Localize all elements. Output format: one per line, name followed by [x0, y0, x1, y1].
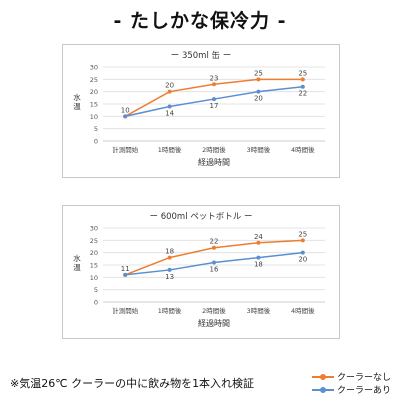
- data-label: 13: [165, 273, 174, 281]
- data-label: 16: [210, 266, 219, 274]
- data-point: [123, 114, 128, 119]
- y-tick-label: 25: [90, 76, 98, 84]
- y-tick-label: 25: [90, 237, 98, 245]
- data-label: 23: [210, 74, 219, 82]
- legend-line-icon: [312, 386, 334, 393]
- chart-title: ー 600ml ペットボトル ー: [150, 212, 253, 222]
- data-point: [300, 84, 305, 89]
- chart-350ml: ー 350ml 缶 ー 0 5 10 15 20 25 30 水温計測開始 1時間後 2時間後 3時間…: [62, 44, 340, 178]
- x-tick-label: 1時間後: [158, 145, 182, 154]
- legend: クーラーなし クーラーあり: [312, 370, 391, 396]
- x-tick-label: 計測開始: [112, 306, 139, 315]
- data-label: 14: [165, 109, 174, 117]
- data-point: [212, 97, 216, 102]
- data-point: [212, 245, 216, 250]
- legend-item-no-cooler: クーラーなし: [312, 370, 391, 383]
- chart-title: ー 350ml 缶 ー: [171, 50, 231, 61]
- x-tick-label: 3時間後: [247, 145, 271, 154]
- data-point: [256, 255, 261, 260]
- data-label: 20: [298, 256, 307, 264]
- chart-600ml: ー 600ml ペットボトル ー 0 5 10 15 20 25 30 水温計測開始 1時間後 2時…: [62, 205, 340, 339]
- x-tick-label: 計測開始: [112, 145, 139, 154]
- data-label: 22: [210, 238, 219, 246]
- y-axis-label: 水温: [73, 253, 81, 272]
- x-tick-label: 2時間後: [202, 145, 226, 154]
- data-point: [167, 89, 172, 94]
- data-label: 25: [298, 69, 307, 77]
- data-label: 24: [254, 233, 263, 241]
- data-point: [123, 272, 128, 277]
- y-tick-label: 30: [90, 64, 98, 72]
- page-title: - たしかな保冷力 -: [113, 10, 287, 32]
- y-tick-label: 10: [90, 274, 98, 282]
- data-point: [300, 250, 305, 255]
- x-tick-label: 4時間後: [291, 306, 315, 315]
- data-label: 18: [254, 261, 263, 269]
- legend-dot-icon: [320, 386, 326, 393]
- legend-dot-icon: [320, 373, 326, 380]
- x-axis-label: 経過時間: [198, 157, 230, 167]
- data-label: 25: [298, 230, 307, 238]
- data-label: 22: [298, 90, 307, 98]
- data-point: [300, 77, 305, 82]
- data-label: 18: [165, 248, 174, 256]
- y-tick-label: 5: [94, 125, 98, 133]
- y-tick-label: 15: [90, 101, 98, 109]
- y-tick-label: 0: [94, 299, 98, 307]
- x-tick-label: 2時間後: [202, 306, 226, 315]
- data-point: [167, 267, 172, 272]
- y-tick-label: 5: [94, 286, 98, 294]
- x-tick-label: 4時間後: [291, 145, 315, 154]
- x-tick-label: 3時間後: [247, 306, 271, 315]
- data-label: 25: [254, 69, 263, 77]
- legend-label: クーラーあり: [337, 386, 392, 396]
- x-axis-label: 経過時間: [198, 318, 230, 328]
- y-tick-label: 10: [90, 113, 98, 121]
- y-tick-label: 0: [94, 138, 98, 146]
- y-axis-label: 水温: [73, 92, 81, 111]
- data-label: 11: [121, 265, 130, 273]
- x-tick-label: 1時間後: [158, 306, 182, 315]
- data-point: [256, 240, 261, 245]
- data-label: 10: [121, 106, 130, 114]
- y-tick-label: 15: [90, 262, 98, 270]
- data-point: [212, 260, 216, 265]
- data-label: 20: [254, 95, 263, 103]
- legend-line-icon: [312, 373, 334, 380]
- data-point: [256, 77, 261, 82]
- data-label: 20: [165, 82, 174, 90]
- legend-item-with-cooler: クーラーあり: [312, 383, 391, 396]
- data-point: [167, 255, 172, 260]
- y-tick-label: 20: [90, 249, 98, 257]
- data-point: [300, 238, 305, 243]
- footnote: ※気温26℃ クーラーの中に飲み物を1本入れ検証: [10, 377, 255, 390]
- y-tick-label: 20: [90, 88, 98, 96]
- data-label: 17: [210, 102, 219, 110]
- data-point: [212, 82, 216, 87]
- data-point: [256, 89, 261, 94]
- legend-label: クーラーなし: [337, 373, 392, 383]
- data-point: [167, 104, 172, 109]
- y-tick-label: 30: [90, 225, 98, 233]
